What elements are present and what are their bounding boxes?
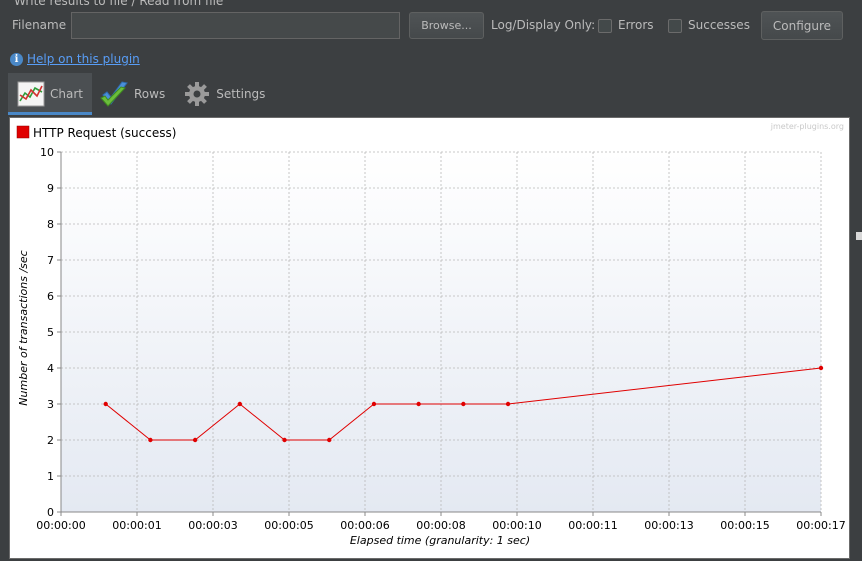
configure-button[interactable]: Configure bbox=[761, 11, 843, 40]
errors-label: Errors bbox=[618, 18, 654, 32]
y-tick-label: 1 bbox=[47, 470, 54, 483]
filename-label: Filename bbox=[12, 18, 67, 32]
x-tick-label: 00:00:10 bbox=[492, 519, 541, 532]
transactions-chart: 0 1 2 3 4 5 6 7 8 9 10 00:00:00 00:00:01 00:00:03 00:0… bbox=[16, 122, 846, 547]
x-tick-label: 00:00:15 bbox=[720, 519, 769, 532]
help-row: i Help on this plugin bbox=[10, 52, 140, 66]
tab-settings-label: Settings bbox=[216, 87, 266, 101]
y-tick-label: 7 bbox=[47, 254, 54, 267]
edge-marker bbox=[856, 232, 862, 240]
successes-checkbox[interactable] bbox=[668, 19, 682, 33]
y-tick-label: 8 bbox=[47, 218, 54, 231]
y-tick-label: 3 bbox=[47, 398, 54, 411]
data-point bbox=[237, 401, 243, 407]
data-point bbox=[461, 401, 466, 407]
x-axis-label: Elapsed time (granularity: 1 sec) bbox=[350, 534, 530, 547]
y-tick-label: 6 bbox=[47, 290, 54, 303]
right-edge bbox=[853, 0, 862, 561]
y-tick-label: 4 bbox=[47, 362, 54, 375]
line-chart-icon bbox=[16, 79, 46, 109]
data-point bbox=[371, 401, 377, 407]
watermark: jmeter-plugins.org bbox=[770, 122, 844, 131]
y-axis-label: Number of transactions /sec bbox=[17, 250, 30, 405]
x-tick-label: 00:00:08 bbox=[416, 519, 465, 532]
help-link[interactable]: Help on this plugin bbox=[27, 52, 140, 66]
x-tick-label: 00:00:03 bbox=[188, 519, 237, 532]
x-tick-label: 00:00:11 bbox=[568, 519, 617, 532]
tab-bar: Chart Rows bbox=[8, 73, 274, 115]
x-tick-label: 00:00:05 bbox=[264, 519, 313, 532]
chart-panel: 0 1 2 3 4 5 6 7 8 9 10 00:00:00 00:00:01 00:00:03 00:0… bbox=[9, 117, 850, 559]
y-tick-label: 0 bbox=[47, 506, 54, 519]
browse-button[interactable]: Browse... bbox=[409, 12, 484, 39]
x-tick-label: 00:00:00 bbox=[36, 519, 85, 532]
data-point bbox=[818, 365, 824, 371]
y-tick-label: 9 bbox=[47, 182, 54, 195]
x-tick-label: 00:00:06 bbox=[340, 519, 389, 532]
data-point bbox=[416, 401, 421, 407]
filename-input[interactable] bbox=[71, 12, 400, 39]
y-tick-label: 5 bbox=[47, 326, 54, 339]
data-point bbox=[505, 401, 511, 407]
x-tick-label: 00:00:13 bbox=[644, 519, 693, 532]
tab-chart-label: Chart bbox=[50, 87, 83, 101]
y-tick-label: 10 bbox=[40, 146, 54, 159]
successes-label: Successes bbox=[688, 18, 750, 32]
y-tick-label: 2 bbox=[47, 434, 54, 447]
data-point bbox=[282, 437, 287, 443]
errors-checkbox[interactable] bbox=[598, 19, 612, 33]
file-row: Filename Browse... Log/Display Only: Err… bbox=[0, 10, 862, 42]
x-tick-label: 00:00:17 bbox=[796, 519, 845, 532]
tab-rows[interactable]: Rows bbox=[92, 73, 174, 115]
tab-settings[interactable]: Settings bbox=[174, 73, 274, 115]
data-point bbox=[192, 437, 198, 443]
x-tick-label: 00:00:01 bbox=[112, 519, 161, 532]
gear-icon bbox=[182, 79, 212, 109]
section-title: Write results to file / Read from file bbox=[14, 0, 224, 8]
legend-swatch bbox=[16, 125, 30, 139]
log-display-label: Log/Display Only: bbox=[491, 18, 596, 32]
info-icon: i bbox=[10, 52, 23, 66]
checkmark-icon bbox=[100, 79, 130, 109]
data-point bbox=[103, 401, 108, 407]
data-point bbox=[327, 437, 332, 443]
tab-chart[interactable]: Chart bbox=[8, 73, 92, 115]
data-point bbox=[148, 437, 153, 443]
legend-label: HTTP Request (success) bbox=[33, 126, 176, 140]
tab-rows-label: Rows bbox=[133, 87, 166, 101]
